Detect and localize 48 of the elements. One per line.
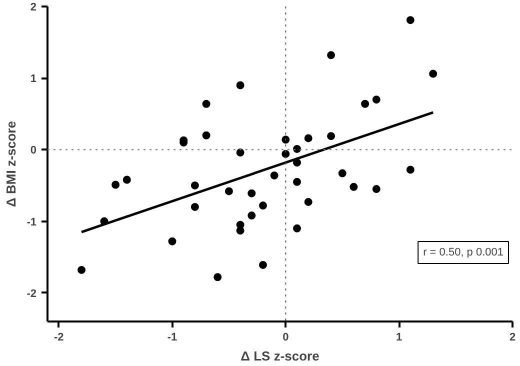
point <box>293 144 302 153</box>
point <box>372 185 380 194</box>
x-tick-label: 1 <box>396 332 402 344</box>
point <box>270 171 278 180</box>
point <box>406 16 414 24</box>
point <box>372 96 380 104</box>
point <box>224 187 233 196</box>
y-tick-label: 0 <box>30 144 37 157</box>
point <box>293 178 302 186</box>
x-axis-title: Δ LS z-score <box>240 348 320 364</box>
point <box>293 224 302 232</box>
point <box>168 237 176 246</box>
point <box>112 180 120 189</box>
point <box>406 166 414 174</box>
point <box>190 202 199 211</box>
y-axis-title: Δ BMI z-score <box>4 121 19 207</box>
point <box>304 198 312 206</box>
point <box>304 134 312 142</box>
y-tick-label: 2 <box>30 2 37 14</box>
point <box>282 150 290 158</box>
point <box>350 182 358 191</box>
x-tick-label: -1 <box>167 332 178 344</box>
point <box>236 81 244 90</box>
point <box>78 266 86 274</box>
point <box>258 260 267 269</box>
point <box>202 131 210 140</box>
point <box>258 202 267 210</box>
y-tick-label: 1 <box>30 73 37 86</box>
point <box>202 100 210 108</box>
y-tick-label: -1 <box>26 216 36 228</box>
annotation: r = 0.50, p 0.001 <box>423 246 504 258</box>
x-tick-label: 2 <box>509 332 516 344</box>
point <box>338 169 346 178</box>
point <box>248 189 256 198</box>
point <box>248 212 256 220</box>
point <box>327 51 336 60</box>
y-tick-label: -2 <box>26 288 36 300</box>
point <box>190 181 199 190</box>
point <box>361 100 370 108</box>
x-tick-label: 0 <box>282 332 289 344</box>
point <box>327 132 336 140</box>
point <box>236 148 244 157</box>
point <box>122 176 131 184</box>
x-tick-label: -2 <box>54 332 64 344</box>
point <box>282 136 290 144</box>
point <box>236 226 244 235</box>
point <box>214 273 222 282</box>
point <box>429 70 438 78</box>
